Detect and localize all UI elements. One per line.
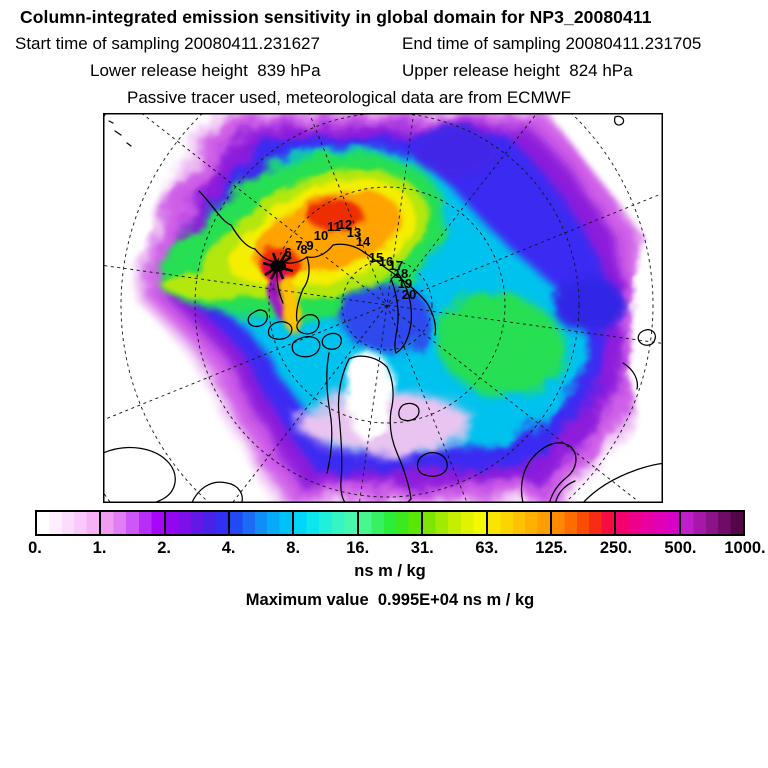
tracer-note-label: Passive tracer used, meteorological data… [127, 88, 572, 107]
colorbar-segment-63-125 [487, 512, 552, 534]
colorbar-tick-label: 1. [92, 539, 107, 557]
colorbar-tick-label: 8. [286, 539, 301, 557]
colorbar-tick-label: 0. [28, 539, 42, 557]
trajectory-marker-10: 10 [314, 228, 328, 243]
trajectory-marker-15: 15 [369, 250, 383, 265]
map-frame [103, 113, 663, 503]
trajectory-marker-17: 17 [389, 258, 403, 273]
end-time-label: End time of sampling 20080411.231705 [402, 34, 702, 53]
colorbar-unit-label: ns m / kg [354, 562, 426, 580]
colorbar-segment-16-31 [358, 512, 424, 534]
colorbar-segment-0-1 [37, 512, 102, 534]
trajectory-marker-8: 8 [300, 242, 307, 257]
colorbar-tick-label: 31. [410, 539, 434, 557]
trajectory-marker-7: 7 [295, 238, 302, 253]
trajectory-marker-18: 18 [394, 266, 408, 281]
colorbar-tick-label: 2. [157, 539, 171, 557]
colorbar-segment-2-4 [165, 512, 231, 534]
trajectory-marker-6: 6 [284, 245, 291, 260]
colorbar-segment-4-8 [230, 512, 295, 534]
colorbar-tick-label: 63. [475, 539, 499, 557]
start-time-label: Start time of sampling 20080411.231627 [15, 34, 320, 53]
figure-title: Column-integrated emission sensitivity i… [20, 7, 652, 27]
colorbar-tick-label: 4. [221, 539, 236, 557]
colorbar-tick-label: 1000. [724, 539, 766, 557]
coastlines [102, 115, 670, 507]
colorbar-segment-500-1000 [680, 512, 743, 534]
trajectory-marker-16: 16 [379, 254, 393, 269]
trajectory-marker-20: 20 [402, 287, 416, 302]
release-site-cluster-marker [262, 250, 294, 280]
upper-release-height-label: Upper release height 824 hPa [402, 61, 633, 80]
trajectory-marker-12: 12 [338, 217, 352, 232]
trajectory-marker-13: 13 [347, 225, 361, 240]
trajectory-marker-19: 19 [398, 276, 412, 291]
colorbar-segment-8-16 [294, 512, 359, 534]
lower-release-height-label: Lower release height 839 hPa [90, 61, 321, 80]
trajectory-marker-11: 11 [327, 219, 341, 234]
colorbar [35, 510, 745, 536]
maximum-value-label: Maximum value 0.995E+04 ns m / kg [245, 591, 535, 609]
zero-sensitivity-white-areas [95, 105, 669, 509]
colorbar-tick-label: 250. [599, 539, 632, 557]
colorbar-tick-label: 125. [535, 539, 568, 557]
colorbar-tick-labels: 0. 1. 2. 4. 8. 16. 31. 63. 125. 250. 500. 1000. [28, 539, 766, 559]
colorbar-tick-label: 500. [664, 539, 697, 557]
trajectory-marker-14: 14 [356, 234, 371, 249]
colorbar-tick-label: 16. [346, 539, 370, 557]
colorbar-segment-1-2 [101, 512, 166, 534]
colorbar-segment-31-63 [423, 512, 488, 534]
colorbar-segment-250-500 [616, 512, 681, 534]
colorbar-segment-125-250 [551, 512, 617, 534]
trajectory-marker-9: 9 [306, 238, 313, 253]
